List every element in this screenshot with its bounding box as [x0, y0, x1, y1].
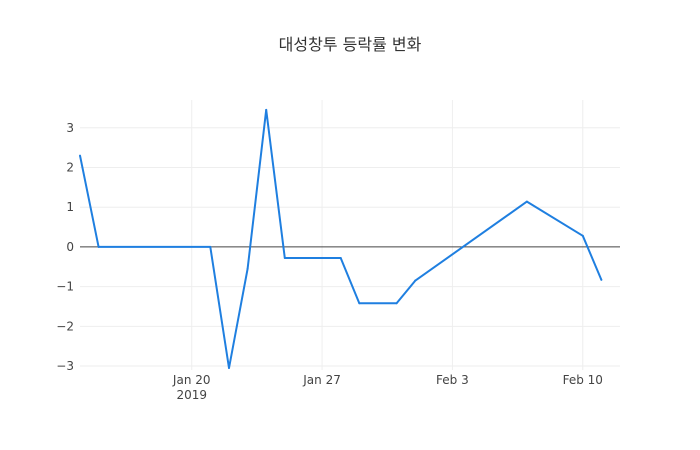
y-tick-label: 2: [66, 161, 74, 175]
data-point: [283, 257, 286, 260]
data-point: [209, 245, 212, 248]
data-point: [79, 154, 81, 157]
y-tick-label: −3: [56, 359, 74, 373]
series-layer: [79, 108, 603, 370]
x-tick-label: Jan 20: [172, 373, 211, 387]
x-tick-label: Jan 27: [302, 373, 341, 387]
series-line: [79, 108, 603, 369]
chart-title: 대성창투 등락률 변화: [279, 35, 422, 54]
y-axis: 3 2 1 0 −1 −2 −3: [56, 121, 74, 373]
data-point: [395, 302, 398, 305]
data-point: [525, 200, 528, 203]
y-tick-label: 0: [66, 240, 74, 254]
data-point: [414, 279, 417, 282]
y-tick-label: 1: [66, 200, 74, 214]
y-tick-label: 3: [66, 121, 74, 135]
x-tick-sublabel: 2019: [176, 388, 207, 402]
grid: [80, 100, 620, 370]
x-tick-label: Feb 3: [436, 373, 469, 387]
data-point: [227, 367, 230, 370]
x-tick-label: Feb 10: [563, 373, 603, 387]
data-point: [265, 108, 268, 111]
data-point: [97, 245, 100, 248]
y-tick-label: −2: [56, 319, 74, 333]
data-point: [246, 267, 249, 270]
data-point: [339, 257, 342, 260]
data-point: [600, 278, 603, 281]
data-point: [358, 302, 361, 305]
y-tick-label: −1: [56, 280, 74, 294]
data-point: [581, 234, 584, 237]
